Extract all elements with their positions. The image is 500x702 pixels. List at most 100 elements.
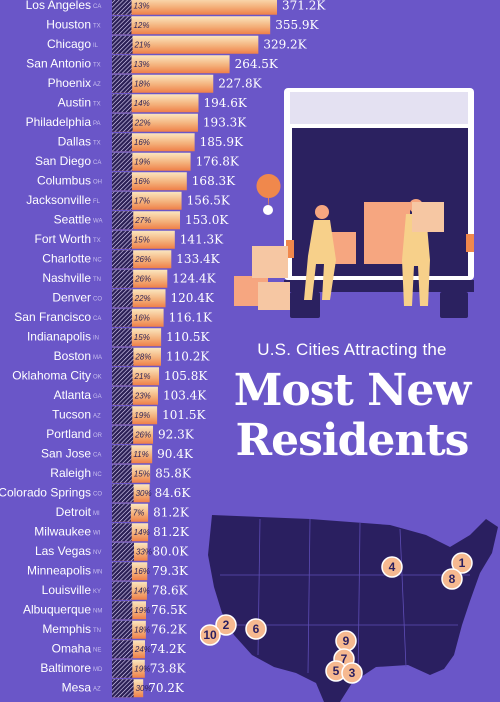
value-label: 92.3K (158, 428, 195, 442)
city-label: Seattle (54, 213, 92, 227)
city-label: Phoenix (48, 76, 91, 90)
percent-hatch (112, 347, 134, 366)
map-pin-marker (215, 614, 237, 636)
us-map-shape (208, 515, 498, 702)
city-label: Oklahoma City (12, 369, 91, 383)
map-pin-label: 3 (349, 666, 356, 680)
city-label: Dallas (58, 135, 91, 149)
state-label: NC (93, 258, 102, 264)
value-label: 101.5K (162, 408, 206, 422)
percent-hatch (112, 16, 132, 35)
city-label: Albuquerque (23, 603, 91, 617)
percent-label: 22% (134, 294, 151, 303)
value-label: 110.2K (166, 350, 210, 364)
percent-label: 16% (134, 314, 150, 323)
state-label: AZ (93, 82, 101, 88)
bar (112, 74, 214, 93)
percent-hatch (112, 484, 134, 503)
value-label: 74.2K (150, 642, 187, 656)
value-label: 371.2K (282, 0, 326, 13)
city-label: San Antonio (26, 57, 91, 71)
city-label: Nashville (42, 271, 91, 285)
state-label: NV (93, 550, 101, 556)
percent-hatch (112, 55, 132, 74)
city-label: Austin (58, 96, 91, 110)
map-pin-label: 5 (333, 664, 340, 678)
state-label: TX (93, 102, 101, 108)
map-pin: 9 (335, 630, 357, 652)
percent-label: 15% (134, 333, 150, 342)
state-label: CA (93, 4, 101, 10)
percent-label: 21% (134, 372, 151, 381)
truck-light-right (466, 234, 474, 252)
city-label: Memphis (42, 622, 91, 636)
percent-label: 26% (134, 255, 151, 264)
moving-truck-illustration (234, 88, 474, 318)
city-label: Houston (46, 18, 91, 32)
percent-label: 22% (134, 119, 151, 128)
percent-label: 16% (134, 567, 150, 576)
city-label: Los Angeles (26, 0, 91, 12)
city-label: Milwaukee (34, 525, 91, 539)
map-pin: 10 (200, 624, 221, 646)
state-label: OK (93, 375, 102, 381)
bar (112, 55, 230, 74)
percent-hatch (112, 113, 133, 132)
city-label: Mesa (62, 681, 92, 695)
value-label: 329.2K (263, 38, 307, 52)
percent-hatch (112, 94, 132, 113)
percent-label: 16% (134, 138, 150, 147)
map-pin-marker (451, 552, 473, 574)
value-label: 76.5K (151, 603, 188, 617)
percent-label: 16% (134, 177, 150, 186)
city-label: Jacksonville (26, 193, 91, 207)
percent-label: 11% (133, 450, 148, 459)
mover-head (315, 205, 329, 219)
value-label: 76.2K (151, 623, 188, 637)
percent-hatch (112, 250, 134, 269)
percent-hatch (112, 230, 132, 249)
state-label: TX (93, 238, 101, 244)
percent-label: 26% (134, 275, 151, 284)
map-pin: 8 (441, 568, 463, 590)
map-pin-marker (381, 556, 403, 578)
state-label: AZ (93, 687, 101, 693)
value-label: 141.3K (180, 233, 224, 247)
map-pin-label: 10 (203, 628, 217, 642)
state-label: OR (93, 433, 103, 439)
title-line-2: Residents (235, 415, 470, 466)
us-map: 18 4 2 10 6 9 75 3 (200, 515, 498, 702)
percent-label: 30% (136, 684, 152, 693)
value-label: 355.9K (275, 18, 319, 32)
percent-hatch (112, 269, 134, 288)
map-pin-marker (200, 624, 221, 646)
percent-label: 18% (134, 80, 150, 89)
percent-label: 23% (134, 392, 151, 401)
map-pin-label: 9 (343, 634, 350, 648)
map-pin-label: 2 (223, 618, 230, 632)
percent-hatch (112, 191, 133, 210)
percent-label: 30% (136, 489, 152, 498)
value-label: 81.2K (153, 506, 190, 520)
percent-hatch (112, 425, 134, 444)
map-pin-marker (441, 568, 463, 590)
percent-hatch (112, 581, 132, 600)
map-pin-label: 1 (459, 556, 466, 570)
value-label: 153.0K (185, 213, 229, 227)
city-label: Minneapolis (27, 564, 91, 578)
state-label: PA (93, 121, 101, 127)
percent-hatch (112, 406, 133, 425)
state-label: CO (93, 297, 102, 303)
value-label: 185.9K (200, 135, 244, 149)
map-pin-label: 6 (253, 622, 260, 636)
state-label: CA (93, 316, 101, 322)
city-label: Raleigh (50, 466, 91, 480)
page-title: Most New Residents (212, 366, 492, 466)
percent-label: 18% (134, 626, 150, 635)
percent-label: 14% (134, 528, 150, 537)
map-pin: 2 (215, 614, 237, 636)
truck-light-left (286, 240, 294, 258)
city-label: Portland (46, 427, 91, 441)
state-label: CO (93, 492, 102, 498)
percent-label: 19% (134, 606, 150, 615)
